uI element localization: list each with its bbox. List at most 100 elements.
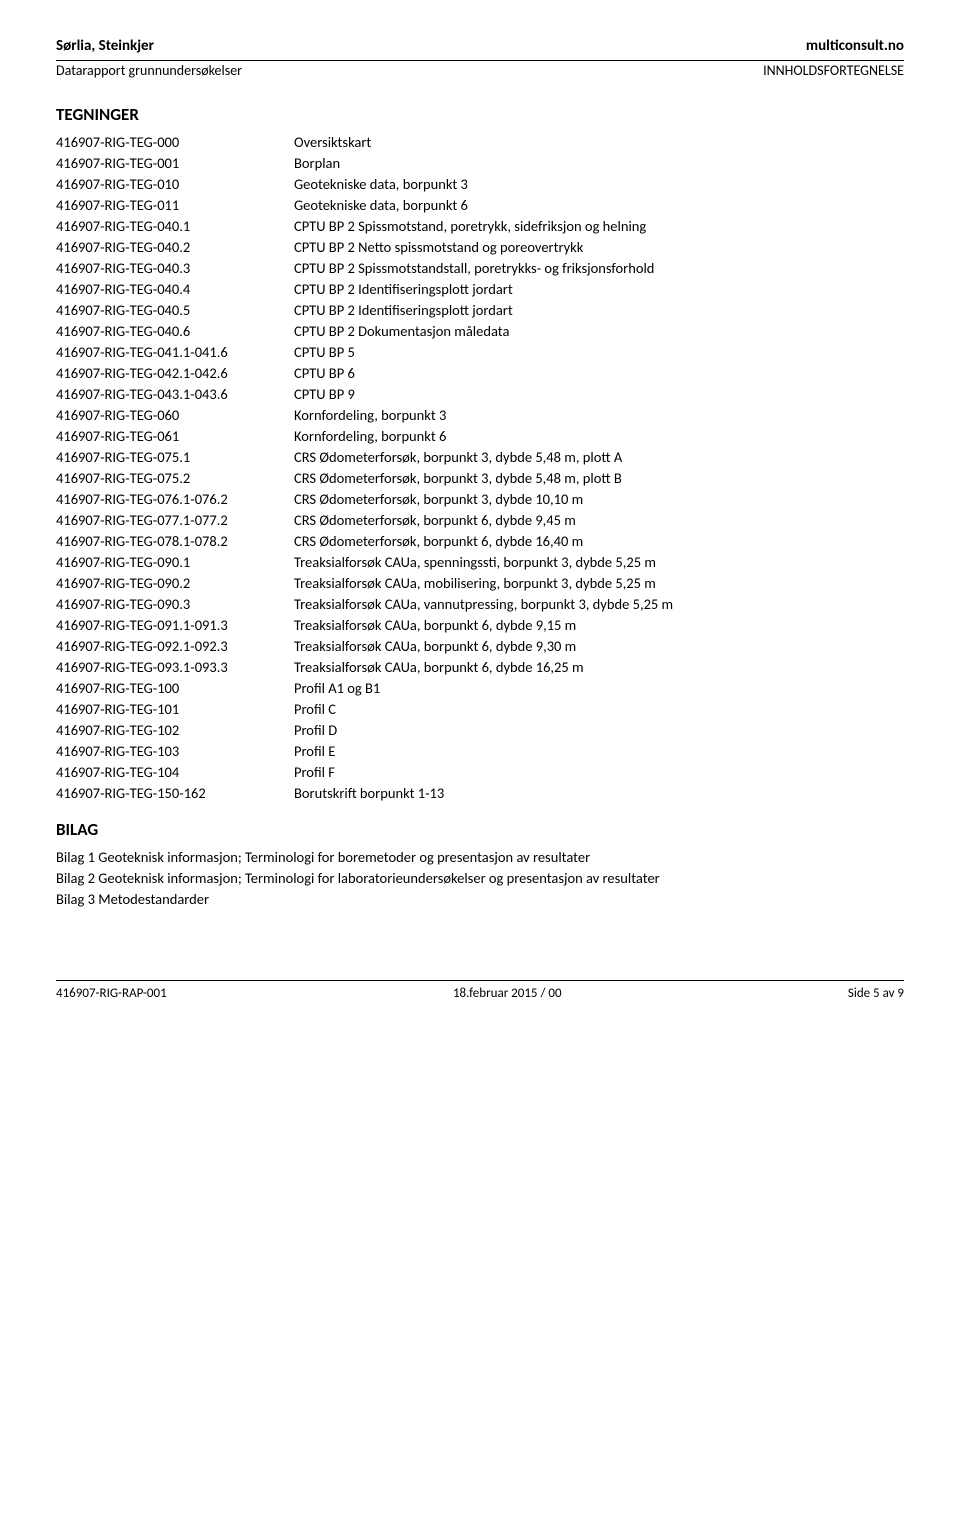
page-header-top: Sørlia, Steinkjer multiconsult.no	[56, 36, 904, 61]
toc-code: 416907-RIG-TEG-011	[56, 195, 294, 216]
toc-desc: Profil D	[294, 720, 904, 741]
toc-desc: Treaksialforsøk CAUa, vannutpressing, bo…	[294, 594, 904, 615]
toc-desc: CPTU BP 6	[294, 363, 904, 384]
footer-doc-id: 416907-RIG-RAP-001	[56, 985, 167, 1004]
toc-code: 416907-RIG-TEG-090.2	[56, 573, 294, 594]
toc-row: 416907-RIG-TEG-077.1-077.2CRS Ødometerfo…	[56, 510, 904, 531]
toc-code: 416907-RIG-TEG-010	[56, 174, 294, 195]
toc-desc: Borutskrift borpunkt 1-13	[294, 783, 904, 804]
toc-code: 416907-RIG-TEG-000	[56, 132, 294, 153]
toc-code: 416907-RIG-TEG-093.1-093.3	[56, 657, 294, 678]
toc-code: 416907-RIG-TEG-076.1-076.2	[56, 489, 294, 510]
toc-desc: Geotekniske data, borpunkt 3	[294, 174, 904, 195]
toc-desc: Treaksialforsøk CAUa, mobilisering, borp…	[294, 573, 904, 594]
toc-code: 416907-RIG-TEG-077.1-077.2	[56, 510, 294, 531]
toc-row: 416907-RIG-TEG-041.1-041.6CPTU BP 5	[56, 342, 904, 363]
toc-code: 416907-RIG-TEG-040.5	[56, 300, 294, 321]
toc-desc: Borplan	[294, 153, 904, 174]
toc-row: 416907-RIG-TEG-075.2CRS Ødometerforsøk, …	[56, 468, 904, 489]
bilag-line: Bilag 3 Metodestandarder	[56, 889, 904, 910]
toc-desc: Treaksialforsøk CAUa, borpunkt 6, dybde …	[294, 615, 904, 636]
toc-code: 416907-RIG-TEG-040.4	[56, 279, 294, 300]
bilag-list: Bilag 1 Geoteknisk informasjon; Terminol…	[56, 847, 904, 910]
toc-row: 416907-RIG-TEG-040.4CPTU BP 2 Identifise…	[56, 279, 904, 300]
toc-row: 416907-RIG-TEG-043.1-043.6CPTU BP 9	[56, 384, 904, 405]
toc-code: 416907-RIG-TEG-078.1-078.2	[56, 531, 294, 552]
header-report-type: Datarapport grunnundersøkelser	[56, 61, 242, 81]
toc-row: 416907-RIG-TEG-103Profil E	[56, 741, 904, 762]
toc-row: 416907-RIG-TEG-001Borplan	[56, 153, 904, 174]
toc-desc: Profil E	[294, 741, 904, 762]
toc-row: 416907-RIG-TEG-093.1-093.3Treaksialforsø…	[56, 657, 904, 678]
toc-desc: Kornfordeling, borpunkt 3	[294, 405, 904, 426]
toc-desc: Treaksialforsøk CAUa, borpunkt 6, dybde …	[294, 657, 904, 678]
toc-desc: Geotekniske data, borpunkt 6	[294, 195, 904, 216]
toc-desc: Profil F	[294, 762, 904, 783]
toc-row: 416907-RIG-TEG-100Profil A1 og B1	[56, 678, 904, 699]
toc-code: 416907-RIG-TEG-075.1	[56, 447, 294, 468]
toc-row: 416907-RIG-TEG-040.5CPTU BP 2 Identifise…	[56, 300, 904, 321]
toc-row: 416907-RIG-TEG-078.1-078.2CRS Ødometerfo…	[56, 531, 904, 552]
bilag-line: Bilag 2 Geoteknisk informasjon; Terminol…	[56, 868, 904, 889]
toc-code: 416907-RIG-TEG-043.1-043.6	[56, 384, 294, 405]
toc-code: 416907-RIG-TEG-092.1-092.3	[56, 636, 294, 657]
toc-row: 416907-RIG-TEG-104Profil F	[56, 762, 904, 783]
toc-code: 416907-RIG-TEG-091.1-091.3	[56, 615, 294, 636]
toc-desc: CPTU BP 9	[294, 384, 904, 405]
toc-row: 416907-RIG-TEG-000Oversiktskart	[56, 132, 904, 153]
page-header-sub: Datarapport grunnundersøkelser INNHOLDSF…	[56, 61, 904, 81]
toc-code: 416907-RIG-TEG-101	[56, 699, 294, 720]
toc-code: 416907-RIG-TEG-103	[56, 741, 294, 762]
toc-desc: Profil A1 og B1	[294, 678, 904, 699]
toc-desc: CRS Ødometerforsøk, borpunkt 6, dybde 16…	[294, 531, 904, 552]
toc-row: 416907-RIG-TEG-076.1-076.2CRS Ødometerfo…	[56, 489, 904, 510]
toc-desc: CPTU BP 2 Dokumentasjon måledata	[294, 321, 904, 342]
toc-code: 416907-RIG-TEG-102	[56, 720, 294, 741]
toc-code: 416907-RIG-TEG-040.1	[56, 216, 294, 237]
header-section: INNHOLDSFORTEGNELSE	[763, 61, 904, 81]
toc-desc: CRS Ødometerforsøk, borpunkt 3, dybde 5,…	[294, 468, 904, 489]
toc-desc: CPTU BP 2 Spissmotstandstall, poretrykks…	[294, 258, 904, 279]
toc-code: 416907-RIG-TEG-042.1-042.6	[56, 363, 294, 384]
toc-desc: CPTU BP 2 Identifiseringsplott jordart	[294, 279, 904, 300]
header-site: multiconsult.no	[806, 36, 904, 58]
toc-desc: CRS Ødometerforsøk, borpunkt 3, dybde 10…	[294, 489, 904, 510]
toc-code: 416907-RIG-TEG-061	[56, 426, 294, 447]
toc-code: 416907-RIG-TEG-040.2	[56, 237, 294, 258]
toc-row: 416907-RIG-TEG-090.2Treaksialforsøk CAUa…	[56, 573, 904, 594]
toc-row: 416907-RIG-TEG-040.3CPTU BP 2 Spissmotst…	[56, 258, 904, 279]
toc-row: 416907-RIG-TEG-040.1CPTU BP 2 Spissmotst…	[56, 216, 904, 237]
toc-code: 416907-RIG-TEG-090.1	[56, 552, 294, 573]
toc-row: 416907-RIG-TEG-061Kornfordeling, borpunk…	[56, 426, 904, 447]
toc-row: 416907-RIG-TEG-011Geotekniske data, borp…	[56, 195, 904, 216]
toc-desc: Profil C	[294, 699, 904, 720]
toc-code: 416907-RIG-TEG-104	[56, 762, 294, 783]
header-project: Sørlia, Steinkjer	[56, 36, 154, 58]
toc-desc: CRS Ødometerforsøk, borpunkt 3, dybde 5,…	[294, 447, 904, 468]
toc-row: 416907-RIG-TEG-090.1Treaksialforsøk CAUa…	[56, 552, 904, 573]
toc-desc: Oversiktskart	[294, 132, 904, 153]
toc-row: 416907-RIG-TEG-075.1CRS Ødometerforsøk, …	[56, 447, 904, 468]
toc-desc: Kornfordeling, borpunkt 6	[294, 426, 904, 447]
toc-code: 416907-RIG-TEG-150-162	[56, 783, 294, 804]
toc-row: 416907-RIG-TEG-040.6CPTU BP 2 Dokumentas…	[56, 321, 904, 342]
toc-row: 416907-RIG-TEG-101Profil C	[56, 699, 904, 720]
toc-row: 416907-RIG-TEG-010Geotekniske data, borp…	[56, 174, 904, 195]
toc-code: 416907-RIG-TEG-040.3	[56, 258, 294, 279]
toc-row: 416907-RIG-TEG-040.2CPTU BP 2 Netto spis…	[56, 237, 904, 258]
toc-code: 416907-RIG-TEG-100	[56, 678, 294, 699]
toc-desc: CPTU BP 5	[294, 342, 904, 363]
toc-desc: Treaksialforsøk CAUa, borpunkt 6, dybde …	[294, 636, 904, 657]
toc-list: 416907-RIG-TEG-000Oversiktskart416907-RI…	[56, 132, 904, 805]
toc-row: 416907-RIG-TEG-090.3Treaksialforsøk CAUa…	[56, 594, 904, 615]
toc-code: 416907-RIG-TEG-090.3	[56, 594, 294, 615]
page-footer: 416907-RIG-RAP-001 18.februar 2015 / 00 …	[56, 980, 904, 1004]
toc-code: 416907-RIG-TEG-041.1-041.6	[56, 342, 294, 363]
toc-desc: CPTU BP 2 Spissmotstand, poretrykk, side…	[294, 216, 904, 237]
toc-desc: CPTU BP 2 Identifiseringsplott jordart	[294, 300, 904, 321]
toc-row: 416907-RIG-TEG-042.1-042.6CPTU BP 6	[56, 363, 904, 384]
toc-row: 416907-RIG-TEG-060Kornfordeling, borpunk…	[56, 405, 904, 426]
toc-code: 416907-RIG-TEG-075.2	[56, 468, 294, 489]
toc-row: 416907-RIG-TEG-150-162Borutskrift borpun…	[56, 783, 904, 804]
toc-desc: Treaksialforsøk CAUa, spenningssti, borp…	[294, 552, 904, 573]
